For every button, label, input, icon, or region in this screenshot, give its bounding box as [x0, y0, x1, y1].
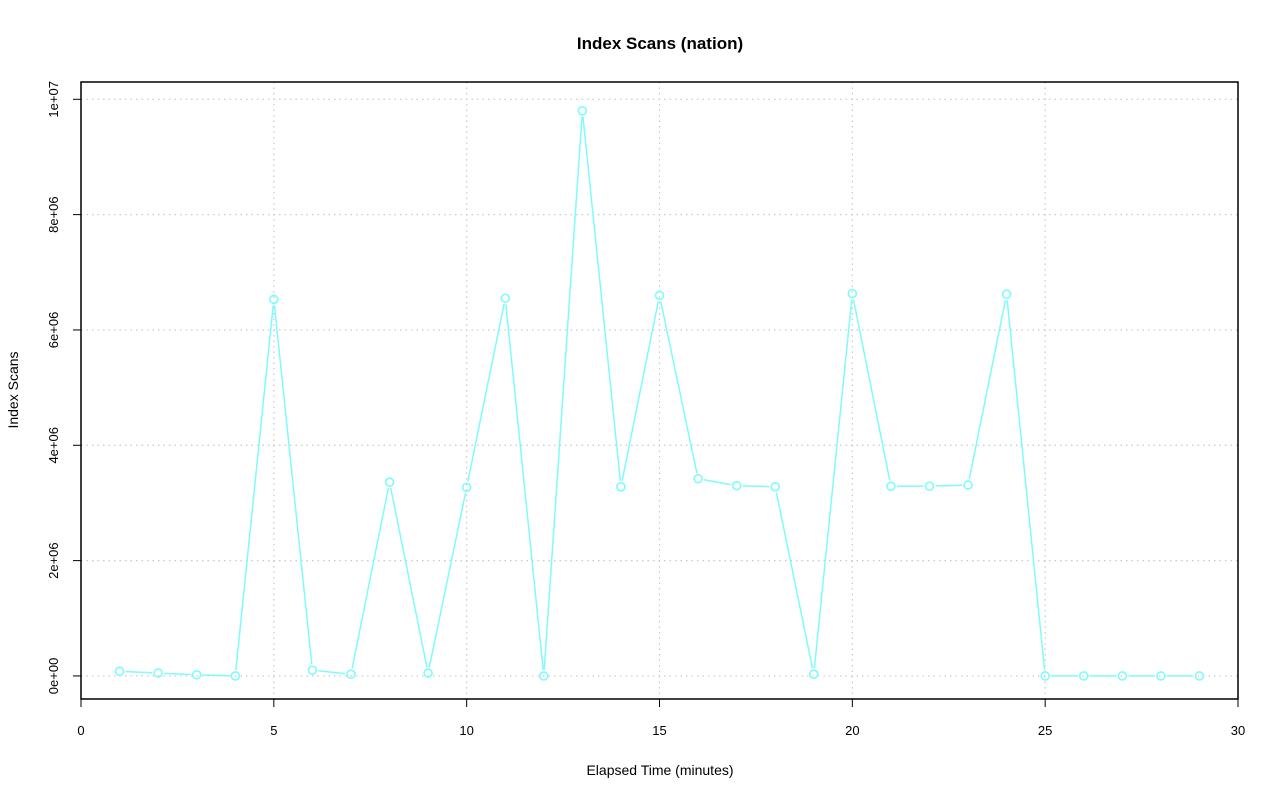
data-point	[1040, 671, 1050, 681]
y-tick-label: 6e+06	[46, 312, 61, 349]
grid	[80, 82, 1239, 699]
data-point	[693, 473, 703, 484]
data-point	[1156, 671, 1166, 681]
series-line-segment	[621, 301, 660, 482]
data-point	[307, 665, 318, 675]
series-index-scans	[114, 106, 1205, 681]
y-axis: 0e+00 2e+06 4e+06 6e+06 8e+06 1e+07	[46, 81, 81, 694]
data-point	[114, 666, 125, 677]
series-line-segment	[935, 484, 963, 487]
data-point	[384, 477, 395, 487]
x-tick-label: 0	[77, 723, 84, 738]
y-tick-label: 8e+06	[46, 196, 61, 233]
x-tick-label: 25	[1038, 723, 1052, 738]
x-axis: 0 5 10 15 20 25 30	[77, 699, 1245, 738]
series-line-segment	[775, 492, 814, 669]
data-point	[886, 481, 896, 492]
series-line-segment	[235, 305, 274, 671]
data-point	[500, 293, 511, 304]
series-line-segment	[318, 670, 346, 675]
series-line-segment	[852, 299, 891, 481]
x-tick-label: 15	[652, 723, 666, 738]
data-point	[1078, 671, 1089, 681]
data-point	[1117, 671, 1128, 681]
data-point	[423, 668, 433, 678]
series-line-segment	[742, 485, 770, 488]
series-line-segment	[660, 301, 698, 474]
data-point	[230, 671, 241, 681]
data-point	[616, 481, 626, 492]
series-line-segment	[125, 670, 153, 674]
series-line-segment	[273, 305, 313, 665]
data-point	[538, 671, 549, 681]
y-tick-label: 0e+00	[46, 658, 61, 695]
y-tick-label: 1e+07	[46, 81, 61, 118]
series-line-segment	[351, 487, 390, 669]
x-axis-label: Elapsed Time (minutes)	[586, 762, 733, 778]
data-point	[191, 669, 202, 680]
series-line-segment	[202, 674, 230, 677]
x-tick-label: 10	[459, 723, 473, 738]
data-point	[847, 288, 858, 299]
series-line-segment	[582, 116, 622, 481]
x-tick-label: 30	[1231, 723, 1245, 738]
chart-title: Index Scans (nation)	[577, 34, 743, 53]
series-line-segment	[164, 672, 191, 676]
data-point	[731, 480, 742, 491]
data-point	[770, 481, 781, 492]
series-line-segment	[505, 304, 544, 671]
series-line-segment	[703, 479, 731, 486]
series-line-segment	[1006, 300, 1046, 671]
series-line-segment	[389, 487, 428, 668]
x-tick-label: 5	[270, 723, 277, 738]
x-tick-label: 20	[845, 723, 859, 738]
data-point	[654, 290, 665, 301]
y-tick-label: 4e+06	[46, 427, 61, 464]
data-point	[461, 482, 472, 493]
series-line-segment	[968, 299, 1007, 480]
data-point	[924, 481, 935, 492]
series-line-segment	[467, 303, 505, 482]
data-point	[577, 106, 588, 116]
y-tick-label: 2e+06	[46, 542, 61, 579]
data-point	[808, 669, 819, 680]
data-point	[153, 668, 163, 678]
series-line-segment	[543, 116, 583, 670]
data-point	[1194, 671, 1205, 681]
data-point	[269, 294, 279, 305]
data-point	[346, 669, 356, 680]
y-axis-label: Index Scans	[5, 351, 21, 428]
data-point	[1001, 289, 1012, 300]
data-point	[963, 480, 973, 490]
series-line-segment	[813, 299, 853, 669]
series-line-segment	[428, 493, 467, 668]
